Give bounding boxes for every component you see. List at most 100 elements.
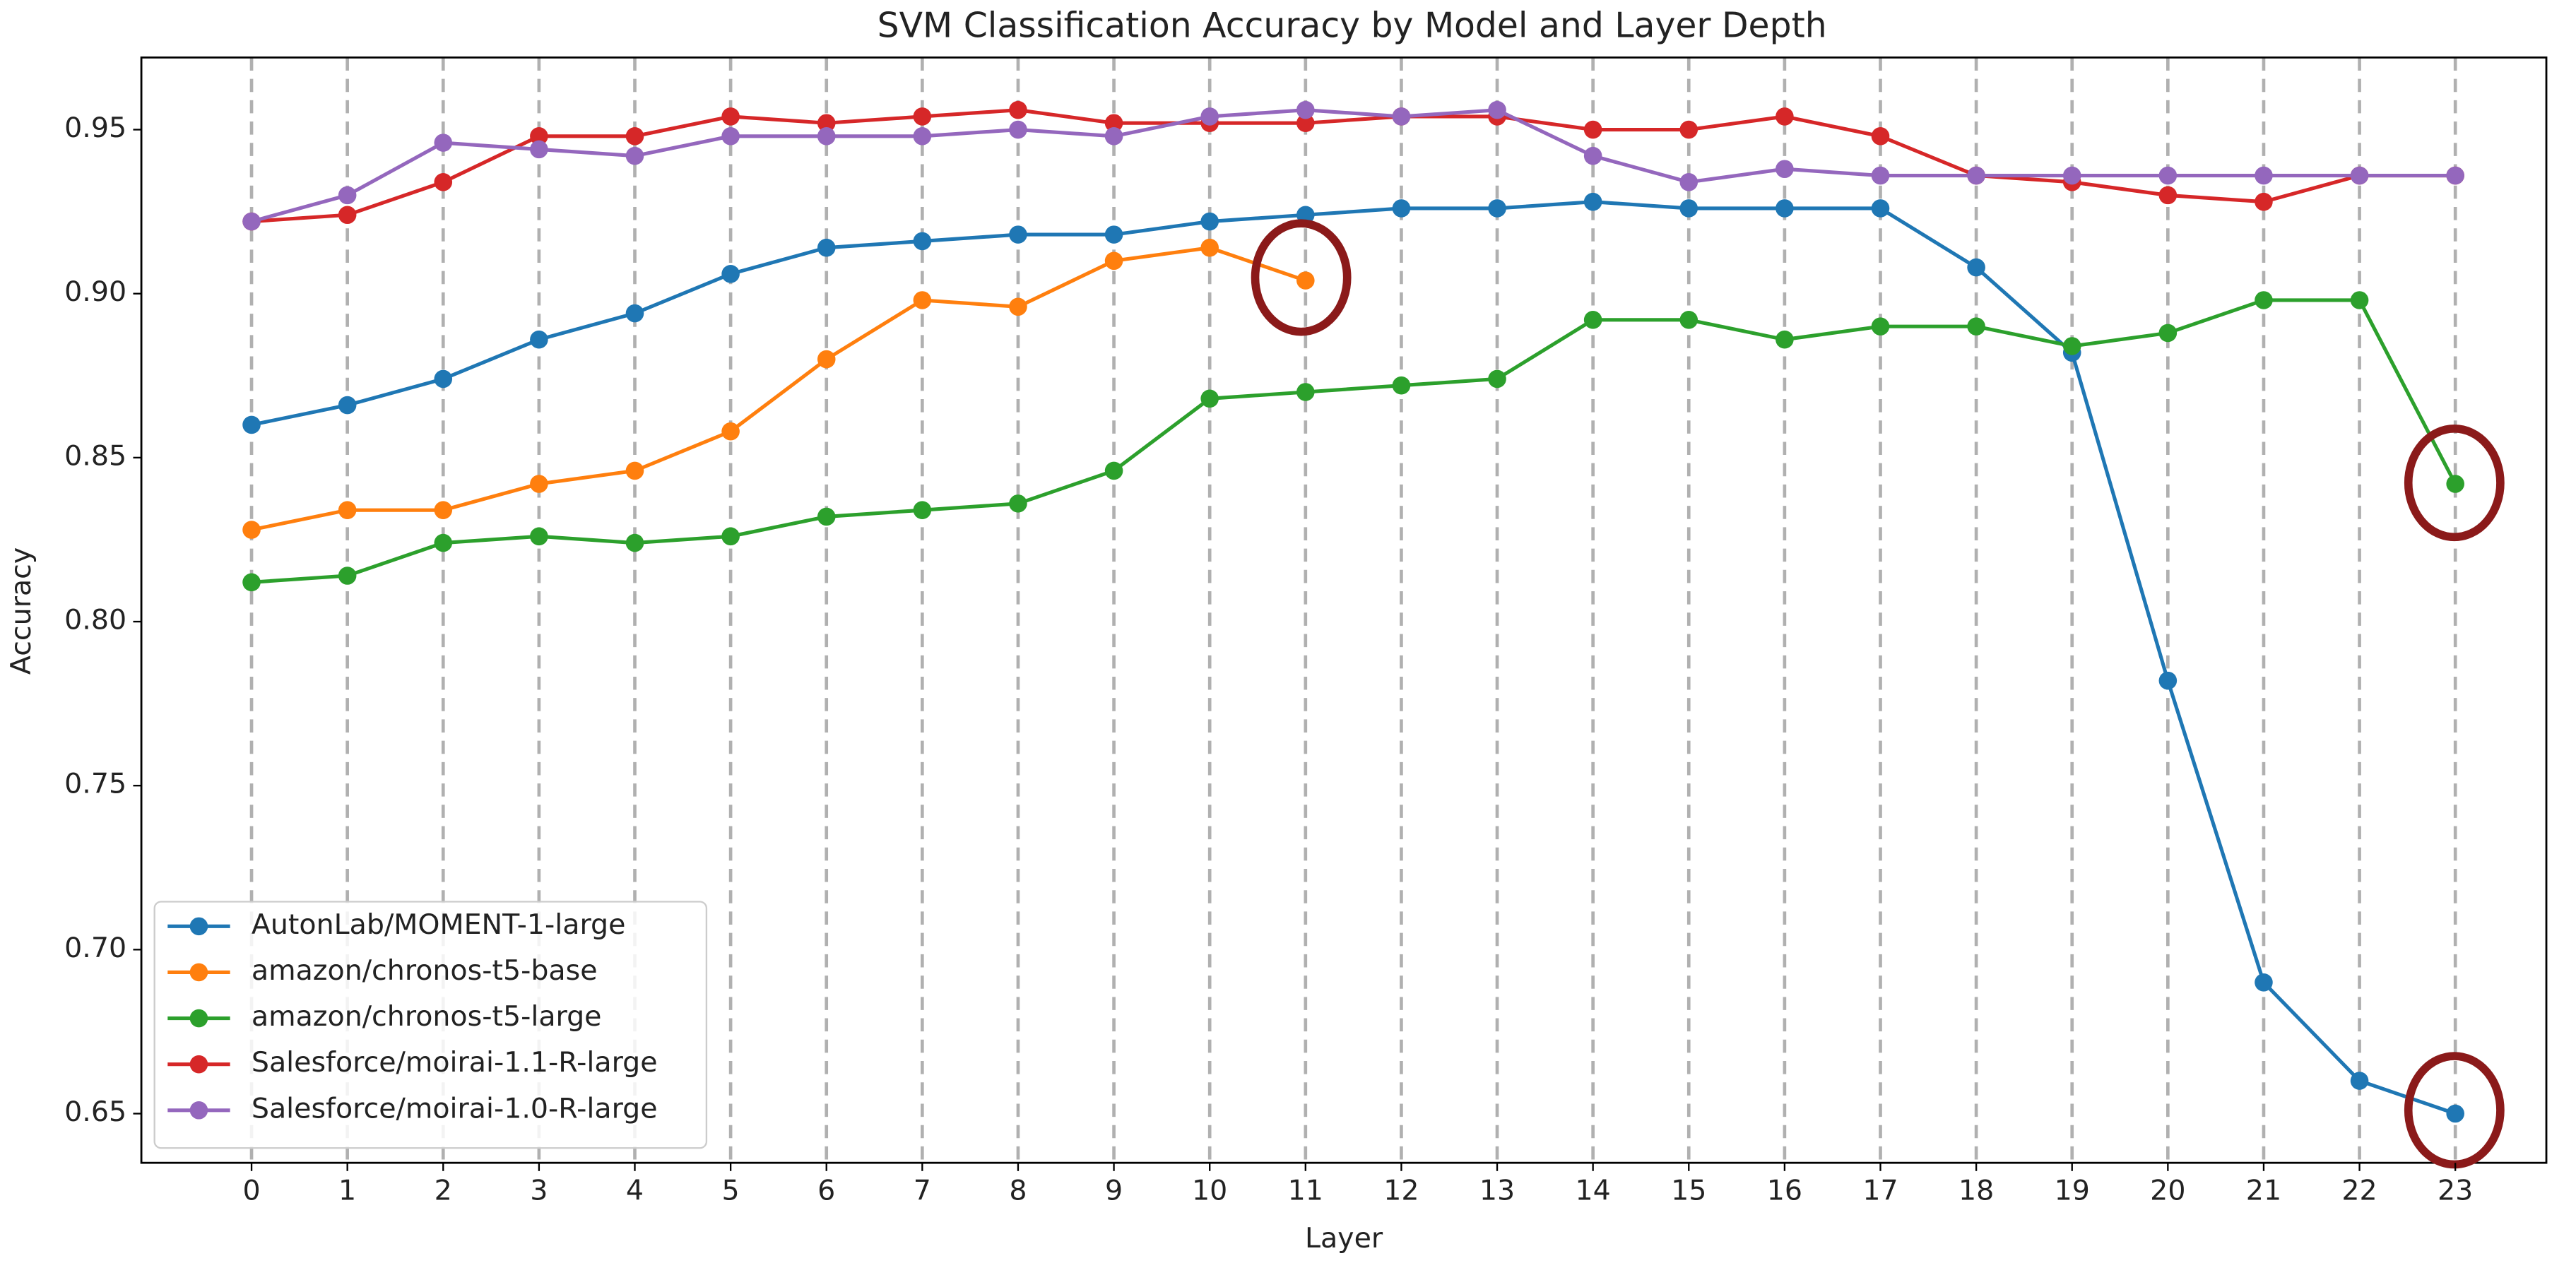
point bbox=[1871, 166, 1890, 185]
point bbox=[913, 107, 932, 126]
x-tick-label: 11 bbox=[1288, 1175, 1323, 1207]
point bbox=[1104, 225, 1123, 244]
point bbox=[1967, 317, 1985, 336]
point bbox=[1296, 383, 1315, 401]
legend-marker bbox=[189, 1055, 208, 1074]
x-tick-label: 4 bbox=[626, 1175, 644, 1207]
point bbox=[242, 415, 261, 434]
point bbox=[1776, 107, 1794, 126]
x-tick-label: 0 bbox=[242, 1175, 260, 1207]
point bbox=[913, 501, 932, 519]
point bbox=[625, 304, 644, 323]
point bbox=[1104, 127, 1123, 146]
x-tick-label: 15 bbox=[1671, 1175, 1706, 1207]
point bbox=[2062, 166, 2081, 185]
point bbox=[2062, 337, 2081, 355]
legend: AutonLab/MOMENT-1-large amazon/chronos-t5… bbox=[153, 901, 708, 1149]
point bbox=[1871, 199, 1890, 218]
point bbox=[817, 114, 836, 133]
point bbox=[625, 461, 644, 480]
point bbox=[530, 127, 548, 146]
point bbox=[2255, 291, 2273, 309]
point bbox=[2158, 166, 2178, 185]
y-tick-label: 0.75 bbox=[64, 768, 126, 800]
legend-marker bbox=[189, 1101, 208, 1120]
x-tick-label: 17 bbox=[1862, 1175, 1898, 1207]
annotation-circles bbox=[1251, 219, 2505, 1169]
point bbox=[1679, 120, 1698, 139]
point bbox=[530, 527, 548, 546]
point bbox=[1679, 199, 1698, 218]
legend-marker bbox=[189, 917, 208, 936]
point bbox=[434, 369, 453, 389]
point bbox=[434, 533, 453, 552]
point bbox=[1488, 199, 1506, 218]
point bbox=[338, 567, 357, 585]
point bbox=[625, 146, 644, 165]
series-line bbox=[251, 108, 2456, 224]
x-tick-label: 2 bbox=[435, 1175, 452, 1207]
point bbox=[625, 533, 644, 552]
series-line bbox=[251, 246, 1306, 532]
point bbox=[530, 475, 548, 493]
x-tick-label: 3 bbox=[530, 1175, 548, 1207]
x-tick-label: 18 bbox=[1958, 1175, 1994, 1207]
legend-marker bbox=[189, 1009, 208, 1028]
point bbox=[338, 501, 357, 519]
point bbox=[913, 291, 932, 309]
point bbox=[1296, 114, 1315, 133]
chart-title: SVM Classification Accuracy by Model and… bbox=[878, 6, 1827, 46]
legend-box bbox=[153, 901, 708, 1149]
legend-label: amazon/chronos-t5-large bbox=[252, 1000, 602, 1033]
point bbox=[721, 527, 740, 546]
y-tick-label: 0.70 bbox=[64, 932, 126, 964]
point bbox=[1679, 173, 1698, 191]
point bbox=[721, 422, 740, 441]
point bbox=[1009, 120, 1027, 139]
point bbox=[1967, 166, 1985, 185]
y-tick-label: 0.90 bbox=[64, 275, 126, 308]
point bbox=[1200, 389, 1219, 408]
point bbox=[2350, 291, 2369, 309]
point bbox=[721, 265, 740, 283]
point bbox=[1200, 238, 1219, 257]
point bbox=[338, 186, 357, 205]
point bbox=[1392, 199, 1411, 218]
point bbox=[1967, 258, 1985, 277]
legend-label: amazon/chronos-t5-base bbox=[252, 954, 598, 987]
point bbox=[913, 232, 932, 251]
point bbox=[338, 206, 357, 225]
point bbox=[1679, 311, 1698, 329]
point bbox=[2446, 1104, 2464, 1123]
plot-frame bbox=[140, 56, 2548, 1164]
annotation-circle bbox=[1251, 219, 1352, 336]
point bbox=[1392, 107, 1411, 126]
point bbox=[721, 107, 740, 126]
point bbox=[1583, 120, 1602, 139]
x-axis-label: Layer bbox=[1305, 1222, 1383, 1255]
point bbox=[1776, 330, 1794, 349]
point bbox=[2350, 166, 2369, 185]
point bbox=[1104, 251, 1123, 271]
legend-label: Salesforce/moirai-1.1-R-large bbox=[252, 1046, 658, 1079]
annotation-circle bbox=[2404, 1052, 2505, 1169]
point bbox=[1009, 100, 1027, 119]
point bbox=[434, 501, 453, 519]
point bbox=[242, 212, 261, 231]
point bbox=[817, 507, 836, 526]
point bbox=[2158, 671, 2178, 690]
legend-label: AutonLab/MOMENT-1-large bbox=[252, 908, 626, 941]
point bbox=[1104, 114, 1123, 133]
point bbox=[1488, 100, 1506, 119]
point bbox=[2446, 475, 2464, 493]
point bbox=[2350, 1072, 2369, 1090]
lines bbox=[242, 100, 2464, 1123]
point bbox=[913, 127, 932, 146]
point bbox=[530, 330, 548, 349]
x-tick-label: 1 bbox=[338, 1175, 356, 1207]
point bbox=[530, 140, 548, 159]
point bbox=[1583, 146, 1602, 165]
x-tick-label: 23 bbox=[2438, 1175, 2473, 1207]
point bbox=[721, 127, 740, 146]
